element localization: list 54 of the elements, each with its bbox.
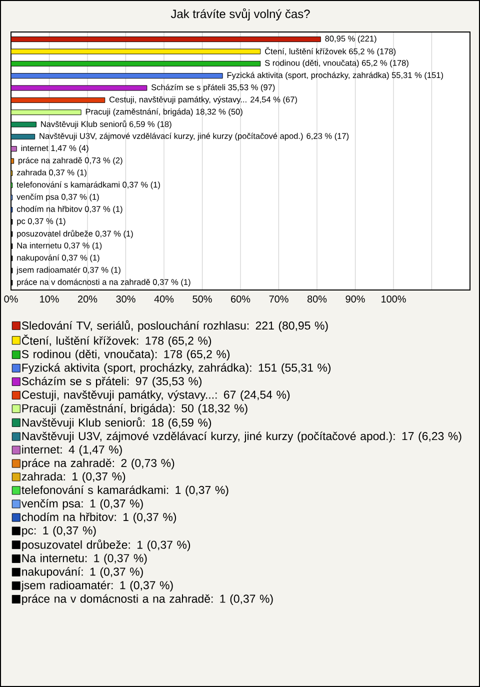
chart-title: Jak trávíte svůj volný čas?	[170, 8, 310, 21]
legend-label: Navštěvuji U3V, zájmové vzdělávací kurzy, jiné kurzy (počítačové apod.): 17 (6,23 %)	[22, 432, 462, 442]
x-tick-label: 50%	[192, 296, 212, 303]
x-tick-label: 40%	[154, 296, 174, 303]
data-label: chodím na hřbitov 0,37 % (1)	[16, 206, 122, 214]
x-tick-label: 70%	[269, 296, 288, 303]
data-label: Navštěvuji U3V, zájmové vzdělávací kurzy, jiné kurzy (počítačové apod.) 6,23 % (17)	[40, 132, 349, 141]
legend-label: Sledování TV, seriálů, poslouchání rozhlasu: 221 (80,95 %)	[22, 320, 328, 332]
x-tick-label: 100%	[382, 296, 406, 303]
x-tick-label: 60%	[231, 296, 250, 303]
x-tick-label: 90%	[346, 296, 365, 303]
data-label: nakupování 0,37 % (1)	[17, 254, 100, 262]
data-label: Na internetu 0,37 % (1)	[17, 242, 102, 250]
data-label: posuzovatel drůbeže 0,37 % (1)	[17, 230, 133, 238]
data-label: Scházím se s přáteli 35,53 % (97)	[151, 84, 275, 92]
legend-label: Cestuji, navštěvuji památky, výstavy...: 67 (24,54 %)	[22, 390, 290, 402]
data-label: telefonování s kamarádkami 0,37 % (1)	[16, 181, 160, 190]
data-label: Navštěvuji Klub seniorů 6,59 % (18)	[41, 120, 172, 129]
x-tick-label: 80%	[307, 296, 327, 303]
legend-label: pc: 1 (0,37 %)	[22, 526, 96, 537]
data-label: Cestuji, navštěvuji památky, výstavy... 24,54 % (67)	[109, 96, 297, 104]
data-label: jsem radioamatér 0,37 % (1)	[16, 266, 120, 274]
legend-label: práce na zahradě: 2 (0,73 %)	[22, 458, 174, 470]
legend-label: posuzovatel drůbeže: 1 (0,37 %)	[22, 539, 190, 552]
data-label: práce na zahradě 0,73 % (2)	[18, 157, 122, 165]
legend-label: Fyzická aktivita (sport, procházky, zahrádka): 151 (55,31 %)	[22, 363, 331, 374]
x-tick-label: 10%	[40, 296, 59, 303]
data-label: Čtení, luštění křížovek 65,2 % (178)	[265, 47, 396, 56]
x-tick-label: 30%	[116, 296, 136, 303]
legend-label: Navštěvuji Klub seniorů: 18 (6,59 %)	[22, 417, 212, 429]
x-tick-label: 20%	[78, 296, 98, 303]
legend-label: jsem radioamatér: 1 (0,37 %)	[21, 580, 173, 592]
data-label: internet 1,47 % (4)	[21, 144, 88, 153]
legend-label: venčím psa: 1 (0,37 %)	[21, 498, 143, 510]
data-label: Pracuji (zaměstnání, brigáda) 18,32 % (50)	[86, 108, 242, 116]
data-label: pc 0,37 % (1)	[17, 218, 66, 226]
data-label: Fyzická aktivita (sport, procházky, zahrádka) 55,31 % (151)	[227, 72, 443, 80]
legend-label: Na internetu: 1 (0,37 %)	[22, 554, 147, 564]
data-label: práce na v domácnosti a na zahradě 0,37 % (1)	[17, 278, 190, 287]
legend-label: S rodinou (děti, vnoučata): 178 (65,2 %)	[22, 350, 230, 360]
data-label: S rodinou (děti, vnoučata) 65,2 % (178)	[264, 60, 408, 68]
legend-label: Pracuji (zaměstnání, brigáda): 50 (18,32 %)	[22, 404, 248, 415]
legend-label: nakupování: 1 (0,37 %)	[22, 567, 143, 578]
legend-label: internet: 4 (1,47 %)	[22, 445, 122, 456]
legend-label: zahrada: 1 (0,37 %)	[22, 472, 126, 483]
legend-label: práce na v domácnosti a na zahradě: 1 (0,37 %)	[22, 594, 273, 606]
data-label: 80,95 % (221)	[325, 35, 376, 44]
x-tick-label: 0%	[4, 296, 18, 303]
legend-label: Čtení, luštění křížovek: 178 (65,2 %)	[22, 334, 212, 348]
legend-label: chodím na hřbitov: 1 (0,37 %)	[22, 512, 176, 524]
legend-label: telefonování s kamarádkami: 1 (0,37 %)	[22, 485, 228, 496]
data-label: venčím psa 0,37 % (1)	[16, 194, 99, 202]
data-label: zahrada 0,37 % (1)	[16, 169, 86, 178]
legend-label: Scházím se s přáteli: 97 (35,53 %)	[22, 376, 202, 388]
